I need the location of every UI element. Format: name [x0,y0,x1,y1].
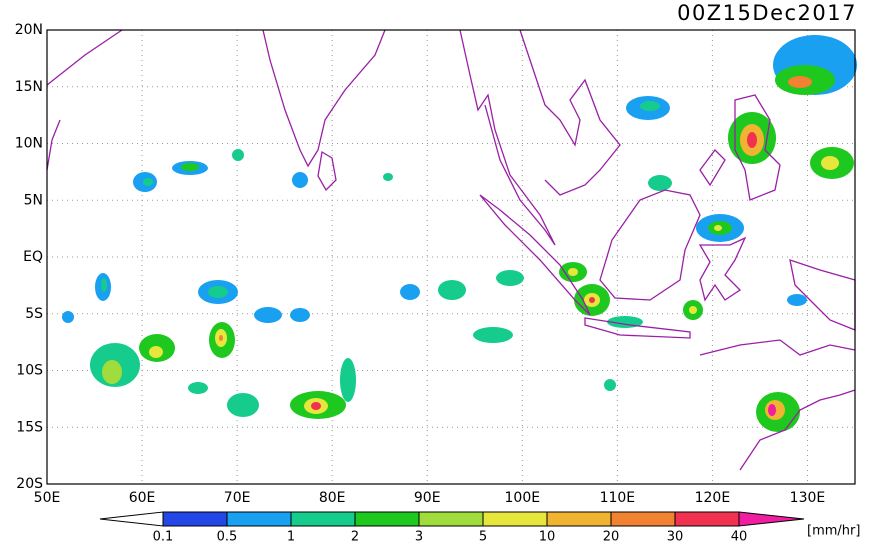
lon-label: 80E [319,490,346,506]
grid [47,30,855,484]
colorbar-label: 1 [287,530,295,545]
coastlines [46,29,856,471]
colorbar-box [354,511,420,527]
map-title: 00Z15Dec2017 [677,1,857,25]
lon-label: 120E [695,490,731,506]
lat-label: 15N [15,79,43,95]
lat-label: 20N [15,22,43,38]
lon-label: 50E [34,490,61,506]
lon-label: 70E [224,490,251,506]
lon-label: 90E [414,490,441,506]
lat-label: 5S [25,306,43,322]
colorbar-label: 40 [731,530,748,545]
colorbar-unit: [mm/hr] [807,524,860,539]
colorbar-label: 10 [539,530,556,545]
colorbar-box [482,511,548,527]
colorbar-label: 0.1 [153,530,174,545]
axis-labels: 50E 60E 70E 80E 90E 100E 110E 120E 130E 20N 15N 10N… [15,22,826,506]
colorbar-over [738,511,805,527]
colorbar-label: 30 [667,530,684,545]
colorbar-label: 0.5 [217,530,238,545]
lat-label: 15S [16,419,43,435]
map-frame [46,29,856,485]
lon-label: 100E [505,490,541,506]
lat-label: 10N [15,136,43,152]
colorbar-label: 20 [603,530,620,545]
lat-label: 20S [16,476,43,492]
colorbar-box [674,511,740,527]
colorbar-box [290,511,356,527]
colorbar: 0.1 0.5 1 2 3 5 10 20 30 40 [mm/hr] [99,511,860,545]
colorbar-under [99,511,164,527]
rain-area [62,35,857,432]
lon-label: 130E [790,490,826,506]
lat-label: 5N [24,192,43,208]
lon-label: 60E [129,490,156,506]
colorbar-box [418,511,484,527]
lat-label: EQ [23,249,43,265]
colorbar-box [546,511,612,527]
lon-label: 110E [600,490,636,506]
colorbar-box [226,511,292,527]
colorbar-label: 5 [479,530,487,545]
colorbar-label: 3 [415,530,423,545]
colorbar-label: 2 [351,530,359,545]
precipitation [62,35,857,432]
colorbar-box [162,511,228,527]
lat-label: 10S [16,363,43,379]
colorbar-box [610,511,676,527]
